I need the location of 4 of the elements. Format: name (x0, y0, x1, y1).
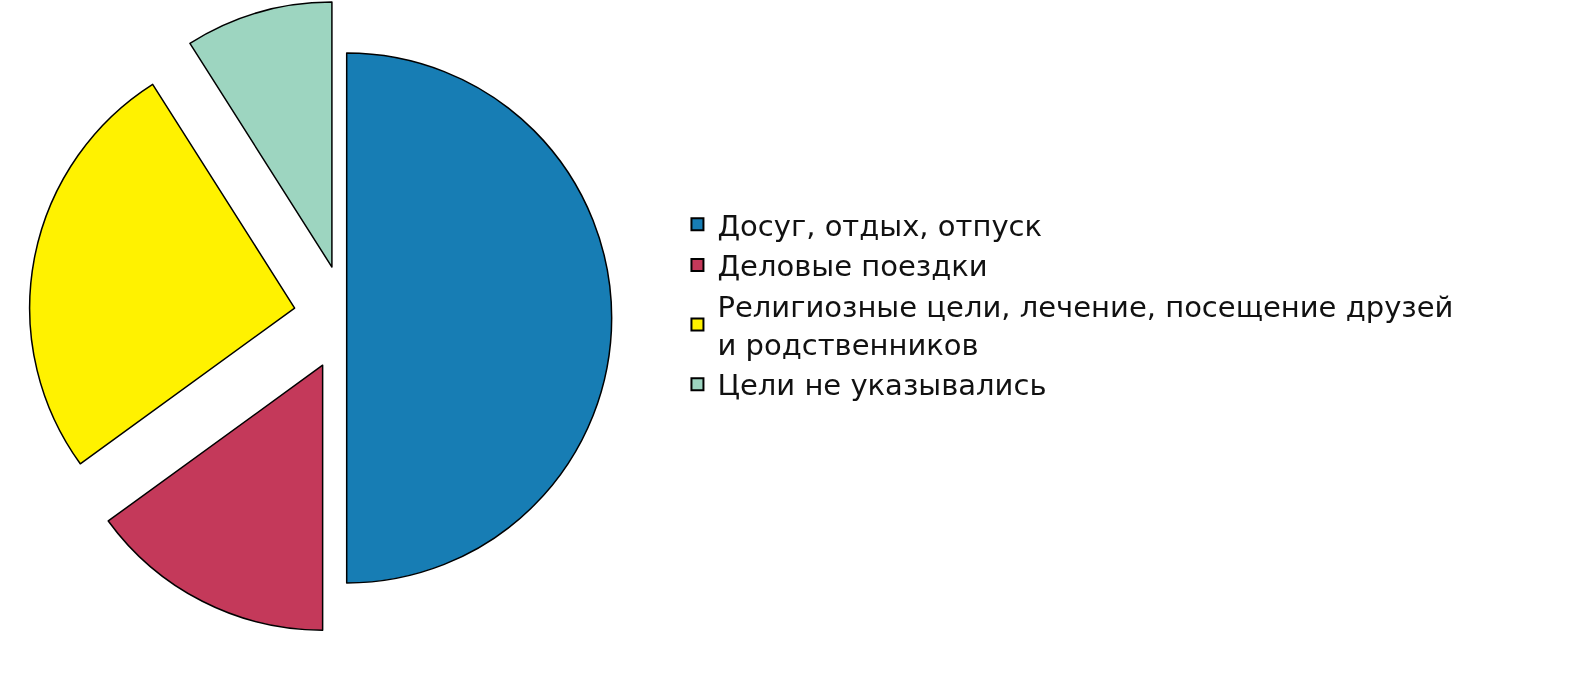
legend-label: Религиозные цели, лечение, посещение друзей и родственников (717, 290, 1454, 362)
legend-label: Цели не указывались (717, 368, 1047, 403)
legend-label: Деловые поездки (717, 249, 988, 284)
legend-label: Досуг, отдых, отпуск (717, 208, 1043, 243)
